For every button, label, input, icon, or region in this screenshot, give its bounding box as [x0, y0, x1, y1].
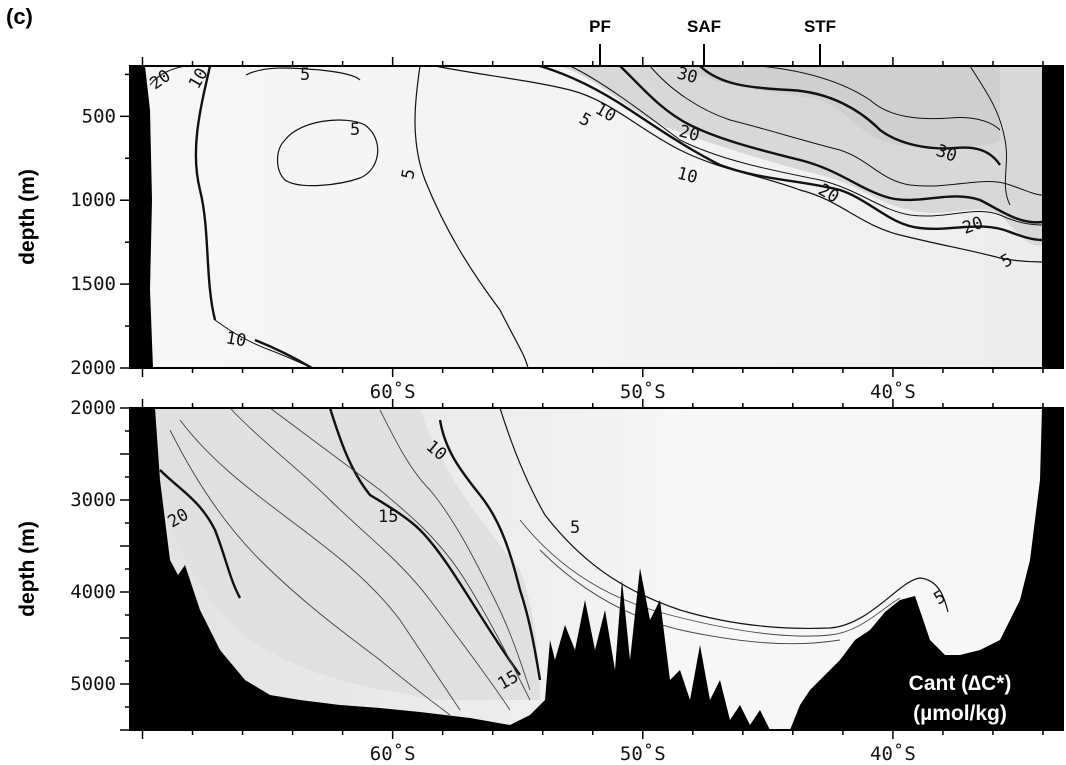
contour-upper-20-lower: [649, 65, 1043, 196]
lower-seafloor: [130, 408, 1063, 730]
contour-upper-5-eddy: [276, 119, 379, 187]
lower-x-tick-label-2: 40˚S: [870, 743, 916, 765]
clabel-upper-3: 5: [350, 120, 360, 140]
contour-upper-10-front: [539, 64, 1043, 242]
contour-lower-thin-6: [519, 519, 901, 637]
clabel-lower-3: 5: [570, 518, 580, 538]
front-label-saf: SAF: [687, 17, 721, 36]
contour-lower-thin-1: [229, 407, 511, 711]
contour-upper-5-front: [434, 65, 1043, 263]
front-label-stf: STF: [804, 17, 836, 36]
lower-panel: 20 15 10 5 5 15 Cant (∆C*) (µmol/kg): [129, 407, 1064, 731]
contour-lower-5: [499, 407, 949, 630]
lower-x-tick-label-0: 60˚S: [370, 743, 416, 765]
upper-shade-core: [680, 66, 1000, 148]
upper-west-wall: [130, 66, 153, 368]
clabel-upper-5: 10: [224, 328, 248, 351]
units-label-line2: (µmol/kg): [913, 702, 1007, 725]
contour-lower-thin-2: [269, 407, 531, 701]
upper-y-tick-label-2: 1500: [70, 273, 116, 295]
units-label-line1: Cant (∆C*): [909, 672, 1012, 695]
upper-x-tick-label-2: 40˚S: [870, 381, 916, 403]
upper-x-tick-label-1: 50˚S: [620, 381, 666, 403]
contour-upper-5-central: [414, 65, 529, 369]
contour-upper-30: [699, 65, 1001, 166]
contour-lower-thin-3: [179, 419, 461, 711]
lower-axes: 60˚S 50˚S 40˚S 3000 4000 5000 2000: [70, 397, 1044, 765]
front-markers: PF SAF STF: [589, 17, 836, 66]
contour-upper-20-front: [619, 65, 1043, 224]
upper-frame: [129, 65, 1064, 369]
clabel-lower-1: 15: [378, 507, 398, 527]
lower-x-tick-label-1: 50˚S: [620, 743, 666, 765]
contour-upper-30-inner: [759, 65, 1001, 131]
contour-upper-10-lower: [569, 65, 1043, 226]
upper-y-tick-label-1: 1000: [70, 189, 116, 211]
clabel-upper-2: 5: [300, 65, 310, 85]
lower-shade-west: [155, 408, 540, 700]
contour-lower-15: [328, 407, 521, 676]
contour-lower-20: [159, 469, 242, 599]
upper-panel: 20 10 5 5 5 10 30 10 5 20 10 30 20 20 5: [129, 64, 1064, 370]
lower-y-tick-label-0: 3000: [70, 489, 116, 511]
clabel-upper-4: 5: [398, 167, 419, 181]
contour-upper-5-ring: [245, 67, 361, 81]
lower-y-tick-label-1: 4000: [70, 581, 116, 603]
contour-upper-30-east: [969, 65, 1011, 206]
contour-lower-10: [438, 419, 542, 681]
contour-lower-thin-5: [379, 409, 531, 691]
lower-contours: [159, 407, 949, 716]
contour-upper-10-west: [194, 65, 217, 321]
upper-y-axis-title: depth (m): [16, 169, 39, 265]
contour-lower-thin-4: [169, 429, 451, 716]
lower-y-tick-label-2: 5000: [70, 673, 116, 695]
upper-y-tick-label-0: 500: [82, 105, 116, 127]
contour-lower-thin-7: [539, 549, 841, 645]
lower-y-axis-title: depth (m): [16, 521, 39, 617]
upper-y-tick-label-3: 2000: [70, 357, 116, 379]
upper-east-wall: [1042, 66, 1063, 368]
upper-contours: [149, 64, 1043, 370]
lower-y-top-label: 2000: [70, 397, 116, 419]
front-label-pf: PF: [589, 17, 611, 36]
upper-axes: 60˚S 50˚S 40˚S 500 1000 1500 2000: [70, 57, 1044, 403]
contour-upper-10-west3: [254, 338, 313, 370]
panel-label: (c): [6, 4, 33, 29]
upper-x-tick-label-0: 60˚S: [370, 381, 416, 403]
